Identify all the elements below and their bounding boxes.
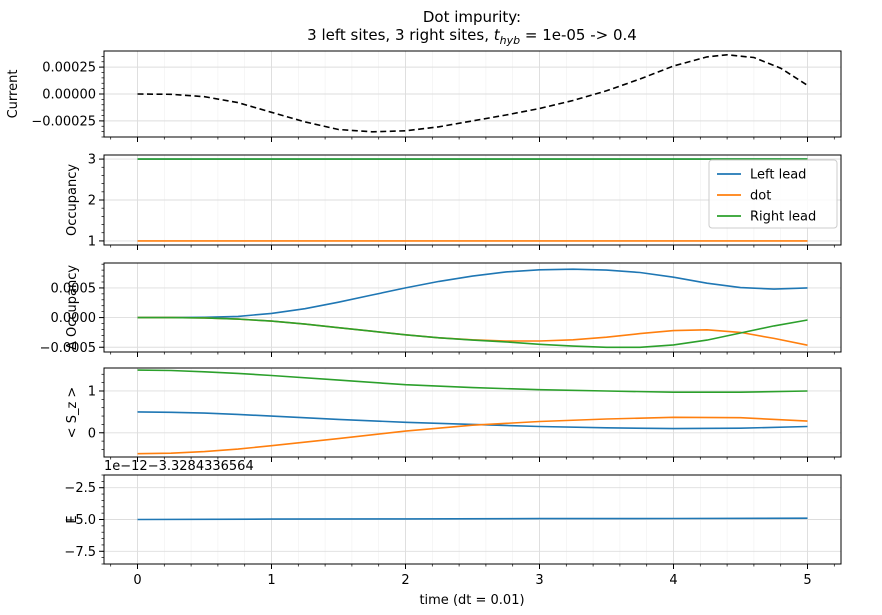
y-tick-label: 1: [88, 234, 96, 249]
y-tick-label: −5.0: [64, 513, 96, 528]
y-tick-label: 2: [88, 194, 96, 209]
subplots: −0.000250.000000.00025Current123Occupanc…: [6, 50, 842, 588]
chart-title-line1: Dot impurity:: [423, 8, 521, 26]
subplot-4: 0 1 < S_z >: [65, 367, 842, 462]
title-prefix: 3 left sites, 3 right sites,: [307, 26, 494, 44]
title-t: t: [494, 26, 501, 44]
title-sub: hyb: [500, 34, 520, 47]
title-suffix: = 1e-05 -> 0.4: [520, 26, 637, 44]
series-line-1: [137, 53, 808, 133]
axes-frame: [103, 367, 842, 458]
series-line-1: [137, 369, 808, 393]
axes-frame: [103, 154, 842, 246]
y-tick-label: −7.5: [64, 545, 96, 560]
y-tick-label: 3: [88, 153, 96, 168]
y-tick-label: 0.00000: [42, 88, 96, 103]
y-axis-label: Δ Occupancy: [65, 265, 80, 350]
series-line-3: [137, 316, 808, 349]
y-tick-label: 0.00025: [42, 61, 96, 76]
y-axis-label: Occupancy: [65, 164, 80, 236]
legend-box: [708, 159, 838, 229]
x-tick-label: 0: [133, 573, 141, 588]
y-offset-text: 1e−12−3.3284336564: [104, 459, 254, 474]
x-tick-label: 3: [535, 573, 543, 588]
legend-label: Left lead: [750, 168, 806, 183]
y-tick-label: 0.0005: [51, 281, 97, 296]
y-tick-label: −2.5: [64, 481, 96, 496]
legend-label: Right lead: [750, 210, 816, 225]
axes-frame: [103, 262, 842, 353]
series-line-1: [137, 268, 808, 319]
x-tick-label: 1: [267, 573, 275, 588]
x-tick-label: 2: [401, 573, 409, 588]
y-tick-label: 0: [88, 426, 96, 441]
y-tick-label: 1: [88, 384, 96, 399]
series-line-2: [137, 316, 808, 346]
chart-title-line2: 3 left sites, 3 right sites, thyb = 1e-0…: [307, 26, 637, 47]
y-tick-label: −0.00025: [31, 114, 96, 129]
subplot-5: −7.5 −5.0 −2.5 E 1e−12−3.3284336564 0 1 2 3 4 5: [64, 459, 842, 588]
y-axis-label: < S_z >: [65, 387, 80, 439]
x-axis-label: time (dt = 0.01): [419, 593, 524, 608]
series-line-1: [137, 517, 808, 521]
x-tick-label: 4: [669, 573, 677, 588]
y-axis-label: E: [65, 515, 80, 523]
x-tick-label: 5: [803, 573, 811, 588]
legend-label: dot: [750, 189, 771, 204]
subplot-2: 1 2 3 Occupancy Left lead dot Right lead: [65, 153, 842, 250]
axes-frame: [103, 50, 842, 138]
y-tick-label: 0.0000: [51, 311, 97, 326]
y-axis-label: Current: [6, 70, 21, 119]
series-line-3: [137, 416, 808, 455]
series-line-2: [137, 411, 808, 430]
axes-frame: [103, 474, 842, 565]
y-tick-label: −0.0005: [40, 341, 96, 356]
subplot-1: −0.00025 0.00000 0.00025 Current: [6, 50, 842, 142]
